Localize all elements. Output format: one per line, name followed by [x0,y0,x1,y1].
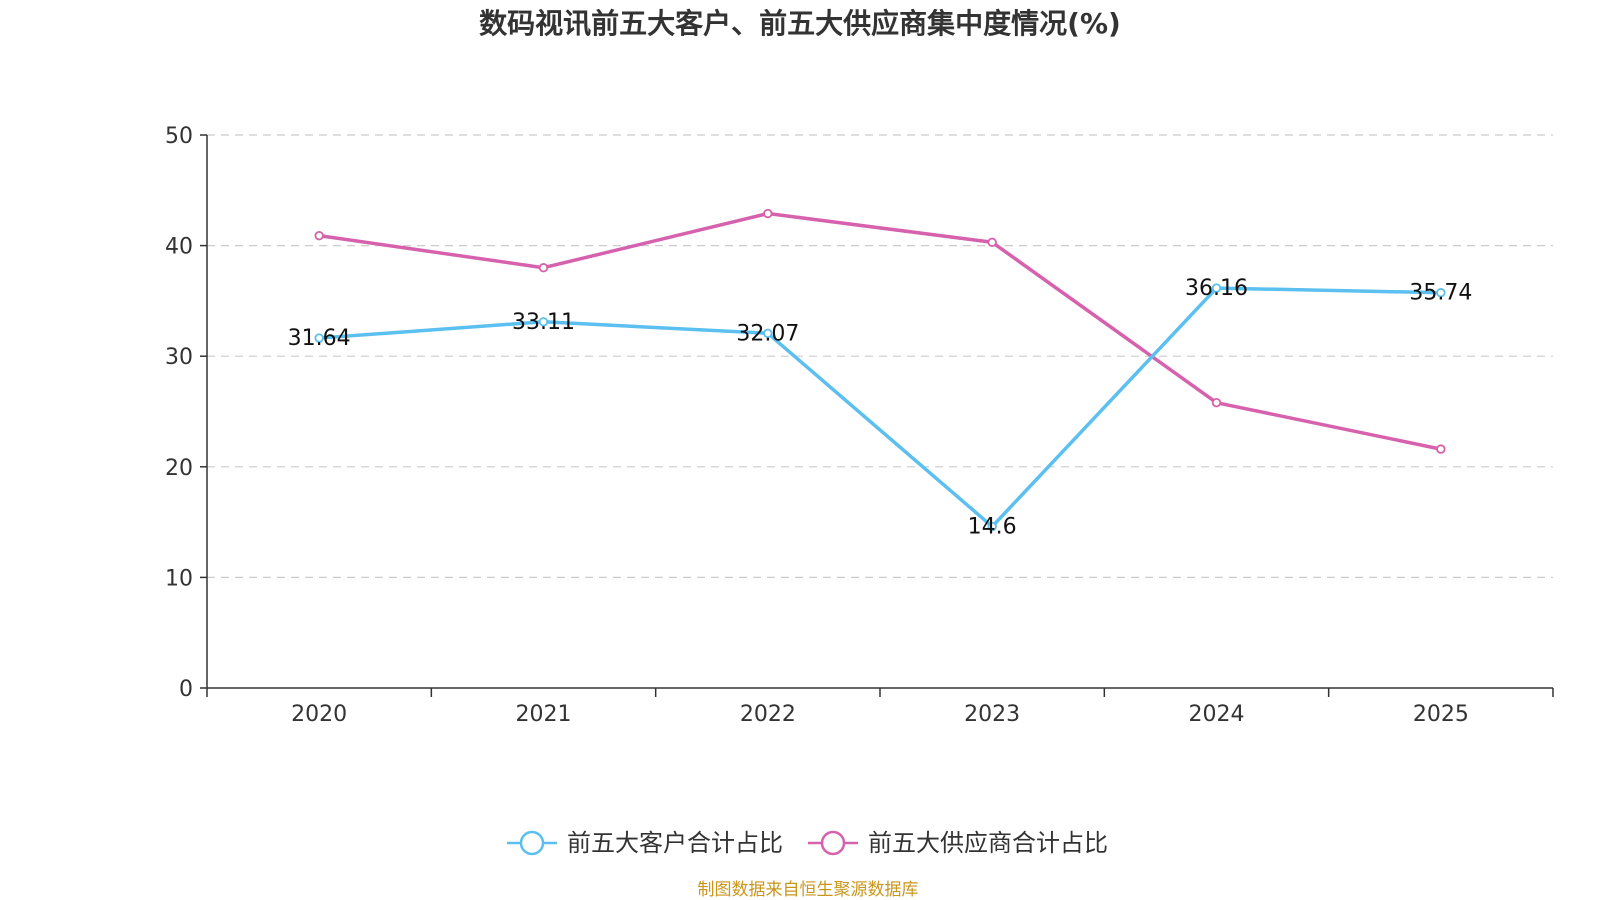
data-label-layer: 31.64 33.11 32.07 14.6 36.16 35.74 [288,276,1473,539]
legend-label: 前五大客户合计占比 [567,829,783,857]
data-point [763,328,773,339]
y-tick-label: 20 [165,456,193,481]
x-tick-label: 2024 [1189,702,1245,727]
data-point [1436,444,1446,454]
series-layer [314,208,1446,532]
grid-layer [207,134,1553,579]
data-point [538,317,549,327]
x-tick-label: 2022 [740,702,796,727]
data-label: 33.11 [512,310,575,335]
y-tick-label: 30 [165,345,193,370]
legend-marker-icon [519,830,545,856]
y-tick-label: 0 [179,677,193,702]
data-label: 36.16 [1185,276,1248,301]
series-line [319,286,1441,529]
y-tick-label: 10 [165,566,193,591]
data-point [1436,288,1446,298]
x-tick-label: 2023 [964,702,1020,727]
legend-label: 前五大供应商合计占比 [868,829,1108,857]
data-label: 32.07 [736,321,799,346]
axis-layer: 0 10 20 30 40 50 2020 2021 2022 2023 2024 2025 [165,124,1554,727]
data-point [1211,397,1222,408]
x-tick-label: 2021 [516,702,572,727]
data-label: 31.64 [288,326,351,351]
data-label: 35.74 [1409,281,1472,306]
data-point [314,333,324,343]
series-1 [314,208,1446,454]
legend-item[interactable]: 前五大客户合计占比 [507,829,783,857]
data-point [987,237,997,247]
y-tick-label: 40 [165,235,193,260]
data-label: 14.6 [968,515,1017,540]
y-tick-label: 50 [165,124,193,149]
data-point [987,521,997,532]
data-point [314,230,324,241]
legend-marker-icon [820,830,846,856]
series-0 [314,283,1446,532]
data-point [538,263,549,273]
series-line [318,211,1442,451]
legend: 前五大客户合计占比 前五大供应商合计占比 [507,829,1108,857]
data-point [763,208,773,219]
x-tick-label: 2025 [1413,702,1469,727]
legend-item[interactable]: 前五大供应商合计占比 [808,829,1108,857]
data-point [1211,283,1222,293]
x-tick-label: 2020 [291,702,347,727]
chart-title: 数码视讯前五大客户、前五大供应商集中度情况(%) [479,7,1121,40]
source-note: 制图数据来自恒生聚源数据库 [698,880,919,900]
